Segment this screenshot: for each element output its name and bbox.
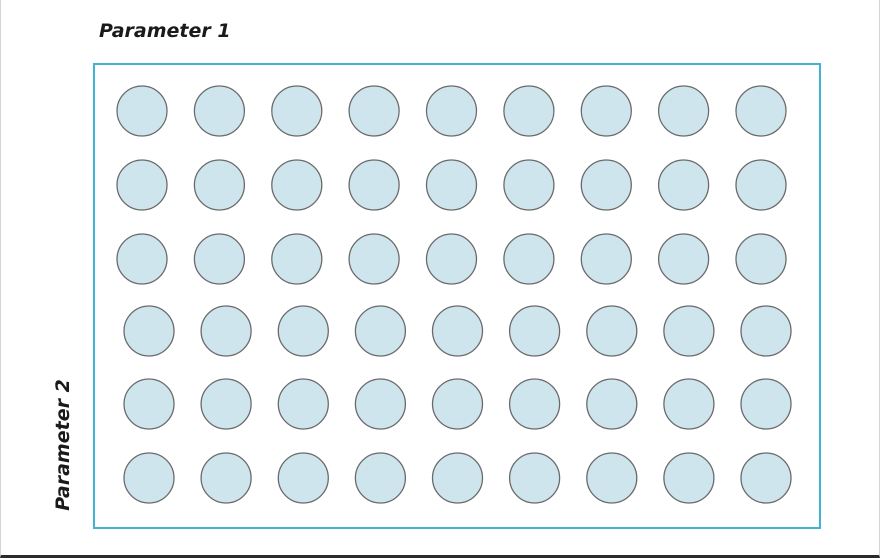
well-r5-c4 [354, 378, 407, 430]
well-r5-c9 [740, 378, 792, 430]
well-r4-c4 [354, 305, 407, 357]
well-r6-c4 [354, 452, 407, 504]
well-r5-c1 [123, 378, 175, 430]
well-r6-c7 [586, 452, 638, 504]
well-r6-c1 [123, 452, 175, 504]
well-r3-c4 [348, 233, 400, 285]
well-r5-c5 [431, 378, 484, 430]
well-r2-c4 [348, 159, 400, 211]
well-r1-c2 [193, 85, 246, 137]
well-r6-c9 [740, 452, 792, 504]
well-r1-c6 [503, 85, 555, 137]
well-r1-c5 [425, 85, 478, 137]
well-r6-c2 [200, 452, 252, 504]
well-r6-c3 [277, 452, 329, 504]
well-r4-c9 [740, 305, 792, 357]
well-r5-c8 [663, 378, 715, 430]
well-r2-c7 [580, 159, 632, 211]
well-r1-c7 [580, 85, 632, 137]
well-r3-c1 [116, 233, 168, 285]
well-r4-c5 [431, 305, 484, 357]
well-r2-c8 [657, 159, 710, 211]
parameter-1-label: Parameter 1 [99, 20, 231, 42]
well-r1-c4 [348, 85, 400, 137]
well-r3-c3 [271, 233, 323, 285]
well-r2-c6 [503, 159, 555, 211]
well-r1-c8 [657, 85, 710, 137]
well-r6-c5 [431, 452, 484, 504]
well-r2-c1 [116, 159, 168, 211]
well-r1-c1 [116, 85, 168, 137]
well-r6-c8 [663, 452, 715, 504]
well-r5-c3 [277, 378, 329, 430]
well-r4-c3 [277, 305, 329, 357]
well-plate [93, 63, 821, 529]
well-r4-c1 [123, 305, 175, 357]
well-r6-c6 [508, 452, 561, 504]
well-r5-c2 [200, 378, 252, 430]
well-r1-c9 [735, 85, 787, 137]
well-r3-c9 [735, 233, 787, 285]
well-r4-c7 [586, 305, 638, 357]
well-r2-c5 [425, 159, 478, 211]
well-r4-c8 [663, 305, 715, 357]
well-r1-c3 [271, 85, 323, 137]
well-r2-c9 [735, 159, 787, 211]
well-r2-c3 [271, 159, 323, 211]
well-r2-c2 [193, 159, 246, 211]
well-r3-c5 [425, 233, 478, 285]
well-r4-c6 [508, 305, 561, 357]
well-r3-c2 [193, 233, 246, 285]
well-r3-c8 [657, 233, 710, 285]
well-r5-c7 [586, 378, 638, 430]
well-r4-c2 [200, 305, 252, 357]
well-r3-c6 [503, 233, 555, 285]
well-r3-c7 [580, 233, 632, 285]
well-r5-c6 [508, 378, 561, 430]
